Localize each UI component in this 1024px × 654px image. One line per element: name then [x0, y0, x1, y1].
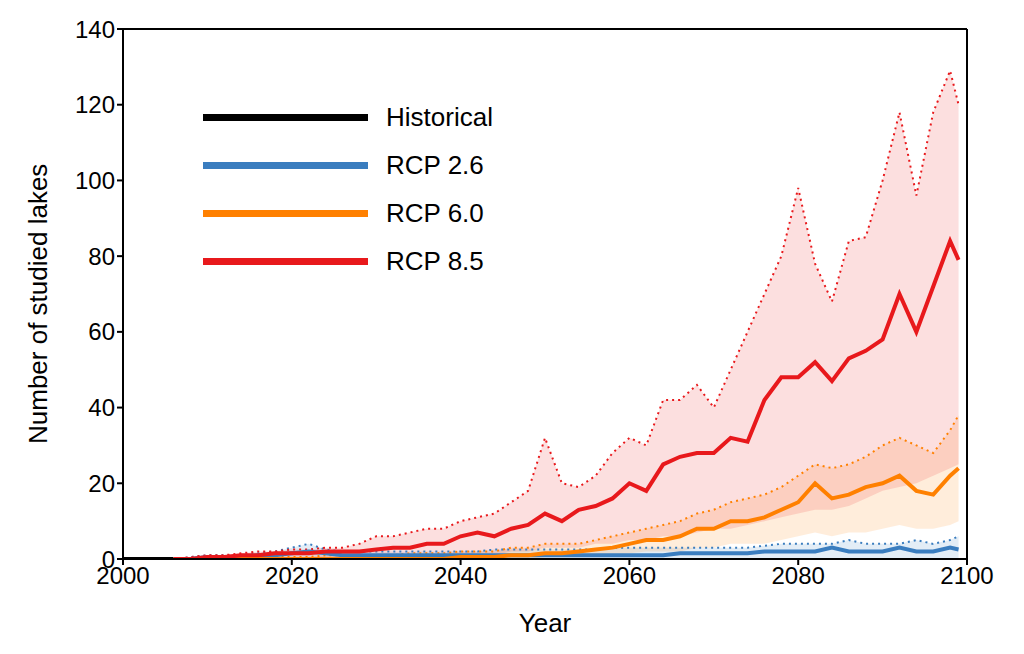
svg-text:140: 140 [75, 16, 115, 43]
svg-text:2000: 2000 [96, 562, 150, 589]
svg-text:20: 20 [88, 470, 115, 497]
html-text:Historical: Historical [386, 101, 493, 132]
svg-text:2020: 2020 [265, 562, 318, 589]
svg-text:80: 80 [88, 243, 115, 270]
svg-text:2100: 2100 [940, 562, 993, 589]
html-text:RCP 2.6: RCP 2.6 [386, 149, 484, 180]
svg-text:Year: Year [519, 608, 572, 638]
svg-text:0: 0 [102, 546, 115, 573]
svg-text:Number of studied lakes: Number of studied lakes [23, 164, 53, 444]
svg-text:120: 120 [75, 91, 115, 118]
svg-text:40: 40 [88, 394, 115, 421]
html-text:RCP 6.0: RCP 6.0 [386, 197, 484, 228]
svg-text:100: 100 [75, 167, 115, 194]
html-text:RCP 8.5: RCP 8.5 [386, 245, 484, 276]
svg-text:2080: 2080 [772, 562, 825, 589]
svg-text:2040: 2040 [434, 562, 487, 589]
svg-text:60: 60 [88, 318, 115, 345]
svg-text:2060: 2060 [603, 562, 656, 589]
